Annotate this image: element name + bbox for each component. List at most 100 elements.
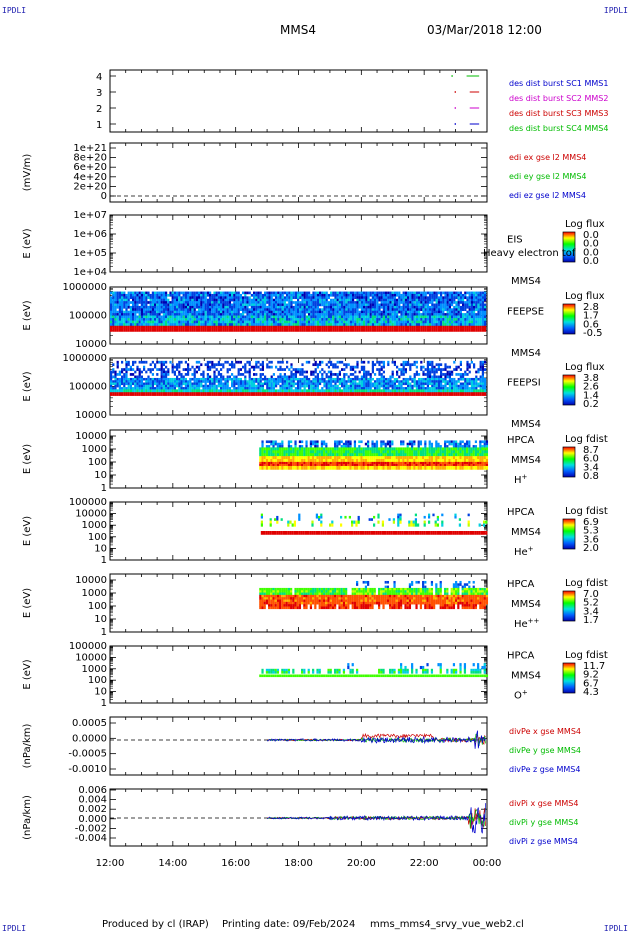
spectrogram-hpca_he <box>260 513 488 535</box>
spectrogram-feepsi <box>110 360 487 396</box>
colorbar-tick-label-feepse: 2.8 <box>583 302 599 313</box>
y-tick-label-hpca_he: 10 <box>94 543 107 554</box>
y-tick-label-hpca_he2: 100 <box>88 601 107 612</box>
trace-divpe-y <box>266 733 486 746</box>
y-tick-label-edi: 0 <box>101 191 107 202</box>
y-tick-label-hpca_he: 10000 <box>75 509 107 520</box>
y-tick-label-feepsi: 100000 <box>69 382 107 393</box>
colorbar-tick-label-hpca_o: 9.2 <box>583 670 599 681</box>
time-series-divpi <box>266 803 486 834</box>
legend-entry-edi: edi ey gse l2 MMS4 <box>509 172 587 181</box>
colorbar-tick-label-hpca_he2: 1.7 <box>583 615 599 626</box>
colorbar-title-feepse: Log flux <box>565 291 605 302</box>
colorbar-tick-label-eis: 0.0 <box>583 256 599 267</box>
colorbar-eis <box>563 232 575 262</box>
y-axis-label-edi: (mV/m) <box>22 154 33 192</box>
legend-entry-divpi: divPi x gse MMS4 <box>509 799 578 808</box>
y-axis-label-eis: E (eV) <box>22 228 33 258</box>
y-tick-label-hpca_o: 100 <box>88 675 107 686</box>
burst-marker-sc2 <box>454 107 456 109</box>
y-tick-label-hpca_o: 1 <box>101 698 107 709</box>
y-tick-label-hpca_h: 100 <box>88 457 107 468</box>
y-tick-label-burst: 2 <box>96 104 102 115</box>
legend-entry-burst: des dist burst SC4 MMS4 <box>509 124 608 133</box>
legend-entry-divpi: divPi y gse MMS4 <box>509 818 578 827</box>
y-tick-label-edi: 8e+20 <box>73 153 107 164</box>
y-tick-label-hpca_he: 1000 <box>82 520 107 531</box>
colorbar-feepsi <box>563 375 575 405</box>
y-tick-label-hpca_o: 100000 <box>69 641 107 652</box>
corner-label-bottom-left: IPDLI <box>2 924 27 933</box>
y-tick-label-hpca_he: 1 <box>101 555 107 566</box>
legend-entry-burst: des dist burst SC1 MMS1 <box>509 79 608 88</box>
colorbar-tick-label-feepsi: 0.2 <box>583 399 599 410</box>
colorbar-frame-hpca_he <box>562 518 576 550</box>
species-charge-hpca_h: + <box>522 473 528 481</box>
colorbar-hpca_he <box>563 519 575 549</box>
y-tick-label-hpca_h: 10 <box>94 470 107 481</box>
datetime-title: 03/Mar/2018 12:00 <box>427 23 542 37</box>
instrument-label-hpca_o: HPCA <box>507 651 535 662</box>
spectrogram-hpca_h <box>259 440 489 470</box>
trace-divpe-z <box>266 730 486 749</box>
legend-entry-edi: edi ex gse l2 MMS4 <box>509 153 586 162</box>
panel-frame-divpe <box>109 716 488 776</box>
y-tick-label-hpca_o: 10000 <box>75 652 107 663</box>
instrument-label-hpca_he: HPCA <box>507 507 535 518</box>
spacecraft-label-hpca_h: MMS4 <box>511 455 541 466</box>
y-tick-label-edi: 4e+20 <box>73 172 107 183</box>
time-series-divpe <box>266 730 486 749</box>
panel-frame-eis <box>109 214 488 273</box>
colorbar-tick-label-hpca_o: 4.3 <box>583 687 599 698</box>
y-tick-label-edi: 2e+20 <box>73 181 107 192</box>
footer-printing-date: Printing date: 09/Feb/2024 <box>222 919 356 930</box>
x-tick-label: 20:00 <box>347 858 376 869</box>
colorbar-tick-label-hpca_h: 8.7 <box>583 445 599 456</box>
legend-entry-divpe: divPe y gse MMS4 <box>509 746 581 755</box>
colorbar-title-hpca_h: Log fdist <box>565 434 608 445</box>
y-tick-label-divpi: -0.004 <box>75 833 107 844</box>
y-tick-label-divpi: 0.002 <box>78 804 107 815</box>
colorbar-tick-label-hpca_h: 6.0 <box>583 454 599 465</box>
y-axis-label-feepsi: E (eV) <box>22 371 33 401</box>
y-tick-label-hpca_h: 10000 <box>75 431 107 442</box>
colorbar-feepse <box>563 304 575 334</box>
colorbar-title-feepsi: Log flux <box>565 362 605 373</box>
colorbar-tick-label-feepse: 0.6 <box>583 319 599 330</box>
instrument-label-hpca_h: HPCA <box>507 435 535 446</box>
colorbar-hpca_o <box>563 663 575 693</box>
x-tick-label: 18:00 <box>284 858 313 869</box>
y-tick-label-burst: 3 <box>96 88 102 99</box>
instrument-label-feepsi: FEEPSI <box>507 378 541 389</box>
spectrogram-hpca_o <box>259 663 489 678</box>
burst-marker-sc4 <box>451 75 453 77</box>
y-tick-label-edi: 1e+21 <box>73 143 107 154</box>
y-tick-label-hpca_he2: 1000 <box>82 588 107 599</box>
y-tick-label-eis: 1e+06 <box>73 229 107 240</box>
y-tick-label-divpe: -0.0005 <box>68 749 107 760</box>
colorbar-hpca_h <box>563 447 575 477</box>
species-charge-hpca_he: + <box>528 545 534 553</box>
colorbar-title-hpca_he2: Log fdist <box>565 578 608 589</box>
spacecraft-label-feepse: MMS4 <box>511 348 541 359</box>
x-tick-label: 12:00 <box>96 858 125 869</box>
colorbar-tick-label-feepse: -0.5 <box>583 328 603 339</box>
legend-entry-edi: edi ez gse l2 MMS4 <box>509 191 586 200</box>
y-tick-label-divpi: 0.000 <box>78 814 107 825</box>
y-axis-label-divpi: (nPa/km) <box>22 795 33 840</box>
corner-label-top-right: IPDLI <box>603 6 628 15</box>
colorbar-title-hpca_o: Log fdist <box>565 650 608 661</box>
y-axis-label-divpe: (nPa/km) <box>22 724 33 769</box>
corner-label-top-left: IPDLI <box>2 6 27 15</box>
trace-divpi-z <box>266 803 486 834</box>
y-axis-label-hpca_o: E (eV) <box>22 659 33 689</box>
panel-frame-burst <box>109 69 488 133</box>
burst-marker-sc1 <box>454 123 456 125</box>
y-tick-label-eis: 1e+07 <box>73 210 107 221</box>
legend-entry-burst: des dist burst SC3 MMS3 <box>509 109 608 118</box>
y-tick-label-divpi: 0.004 <box>78 795 107 806</box>
species-label-hpca_o: O+ <box>514 689 528 702</box>
y-tick-label-hpca_he: 100000 <box>69 497 107 508</box>
colorbar-tick-label-feepsi: 1.4 <box>583 390 599 401</box>
